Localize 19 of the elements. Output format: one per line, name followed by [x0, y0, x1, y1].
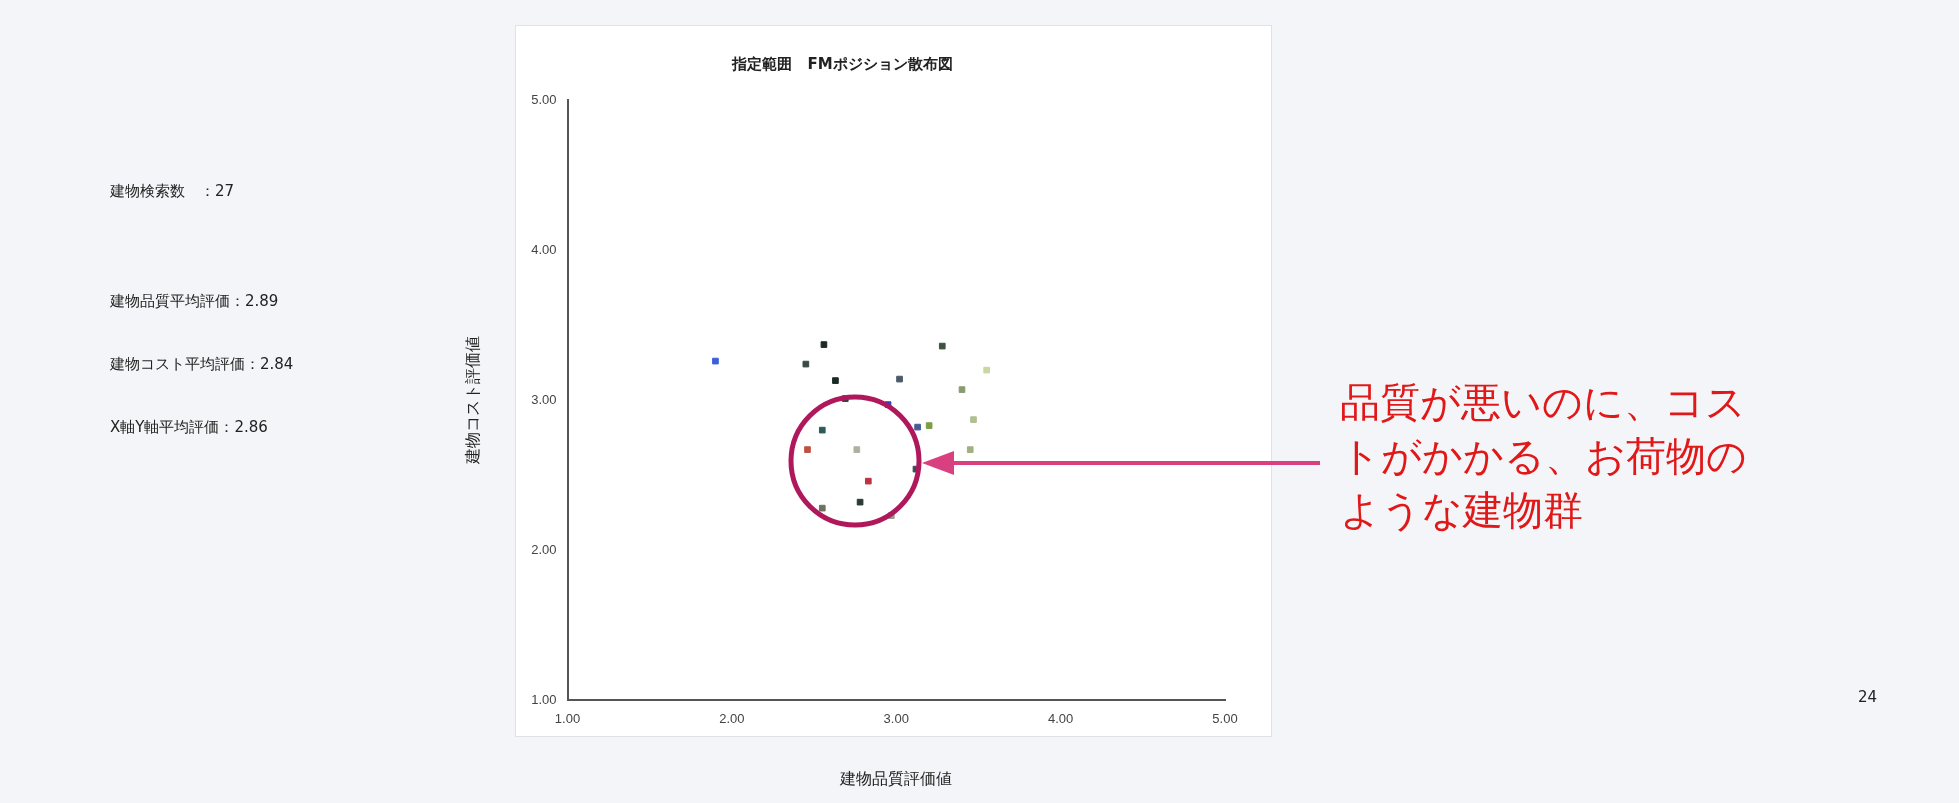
- text: X軸Y軸平均評価：2.86: [110, 418, 268, 437]
- chart-title: 指定範囲 FMポジション散布図: [731, 54, 953, 73]
- text: 建物検索数 ：27: [110, 182, 235, 201]
- x-tick-label: 5.00: [1212, 710, 1238, 726]
- x-tick-label: 2.00: [719, 710, 745, 726]
- text: 品質が悪いのに、コストがかかる、お荷物のような建物群: [1340, 378, 1748, 535]
- y-tick-label: 4.00: [531, 241, 557, 257]
- x-axis-title: 建物品質評価値: [839, 769, 953, 787]
- y-tick-label: 2.00: [531, 541, 557, 557]
- y-tick-label: 5.00: [531, 91, 557, 107]
- text: 建物品質平均評価：2.89: [110, 292, 279, 311]
- text: 建物コスト平均評価：2.84: [110, 355, 294, 374]
- x-tick-label: 3.00: [883, 710, 909, 726]
- y-tick-label: 3.00: [531, 391, 557, 407]
- y-axis-title: 建物コスト評価値: [464, 336, 482, 466]
- y-tick-label: 1.00: [531, 691, 557, 707]
- x-tick-label: 1.00: [554, 710, 581, 726]
- x-tick-label: 4.00: [1047, 710, 1074, 726]
- text: 24: [1858, 688, 1878, 706]
